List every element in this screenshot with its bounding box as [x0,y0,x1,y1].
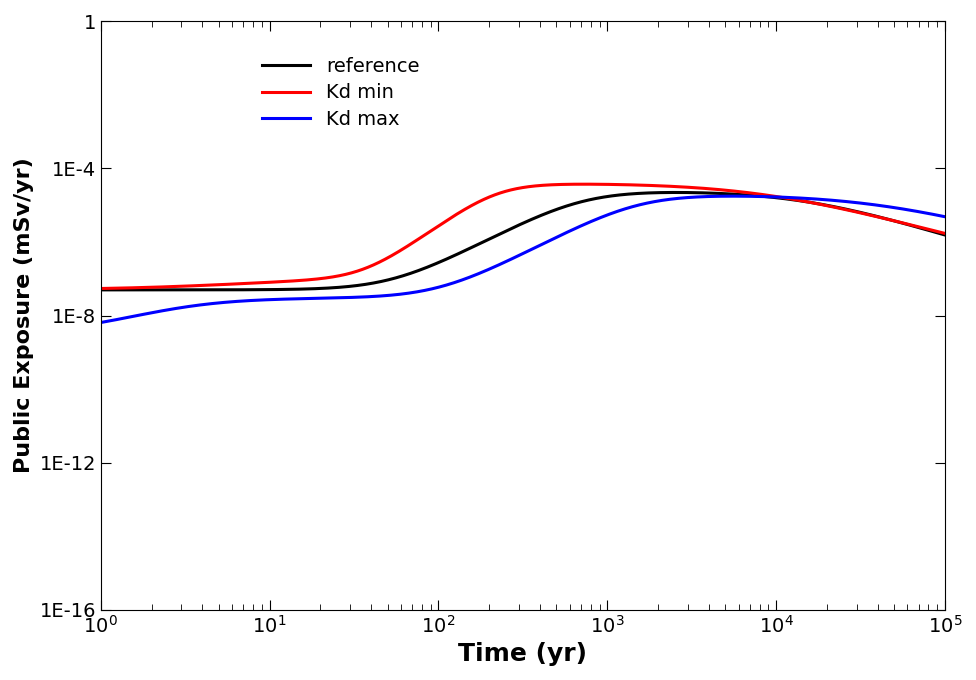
reference [670,188,681,197]
Kd max [727,192,739,200]
Y-axis label: Public Exposure (mSv/yr): Public Exposure (mSv/yr) [14,158,34,473]
Legend: reference, Kd min, Kd max: reference, Kd min, Kd max [254,49,427,137]
Kd max [922,209,934,218]
Kd max [191,301,203,309]
Kd min [832,204,843,212]
Kd min [191,282,203,290]
Kd min [241,279,253,288]
X-axis label: Time (yr): Time (yr) [459,642,588,666]
reference [455,248,467,256]
Kd max [419,286,430,294]
Kd min [939,229,951,237]
Kd max [95,318,106,326]
Kd max [241,296,253,305]
Kd max [939,213,951,221]
Line: Kd max: Kd max [101,196,945,322]
Line: Kd min: Kd min [101,184,945,288]
reference [922,226,934,235]
reference [241,286,253,294]
Kd min [578,180,590,188]
reference [191,286,203,294]
reference [419,265,430,273]
reference [832,203,843,211]
Kd max [832,197,843,205]
reference [939,231,951,239]
reference [95,286,106,294]
Kd min [419,231,430,239]
Kd max [455,276,467,284]
Line: reference: reference [101,192,945,290]
Kd min [455,207,467,216]
Kd min [922,225,934,233]
Kd min [95,284,106,292]
